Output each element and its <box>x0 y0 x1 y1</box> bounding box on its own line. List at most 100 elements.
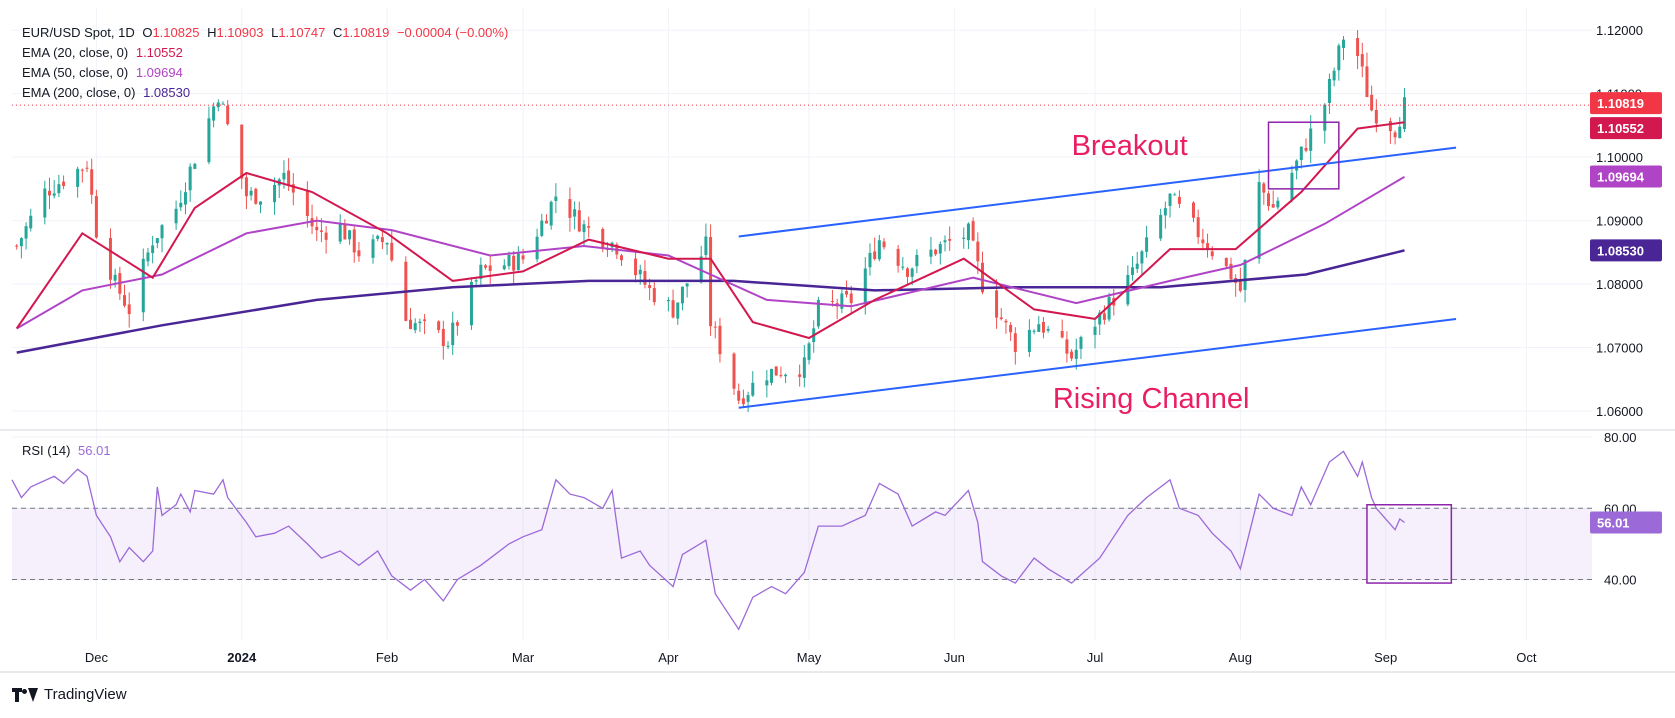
candle-body <box>62 181 66 187</box>
candle-body <box>446 345 450 347</box>
tradingview-branding[interactable]: TradingView <box>12 686 127 703</box>
candle <box>666 297 670 312</box>
candle-body <box>840 293 844 309</box>
candle <box>127 292 131 328</box>
candle <box>502 259 506 271</box>
time-axis[interactable]: Dec 2024 Feb Mar Apr May Jun Jul Aug Sep… <box>85 650 1537 665</box>
time-tick-label: Aug <box>1229 650 1252 665</box>
candle <box>816 296 820 329</box>
rsi-legend[interactable]: RSI (14) 56.01 <box>22 443 115 458</box>
candle <box>929 236 933 265</box>
candle <box>62 175 66 190</box>
candle <box>516 246 520 271</box>
candle-body <box>1299 146 1303 161</box>
candle-body <box>305 190 309 217</box>
svg-text:56.01: 56.01 <box>1597 516 1630 531</box>
candle-body <box>718 325 722 355</box>
candle <box>352 226 356 263</box>
ema20-legend[interactable]: EMA (20, close, 0) 1.10552 <box>22 45 187 60</box>
candle <box>1360 42 1364 78</box>
candle-body <box>741 398 745 405</box>
candle-body <box>1079 337 1083 349</box>
candle-body <box>802 357 806 378</box>
candle <box>882 238 886 250</box>
candle-body <box>554 196 558 201</box>
candle-body <box>1271 204 1275 208</box>
candle <box>174 200 178 230</box>
candle <box>868 243 872 276</box>
candle <box>1262 182 1266 205</box>
price-axis[interactable]: 1.12000 1.11000 1.10000 1.09000 1.08000 … <box>1596 23 1643 419</box>
candle-body <box>915 254 919 267</box>
candle-body <box>193 163 197 169</box>
candle <box>540 213 544 238</box>
svg-text:1.09694: 1.09694 <box>1597 170 1645 185</box>
candle-body <box>713 326 717 328</box>
candle <box>634 252 638 283</box>
breakout-box[interactable] <box>1267 121 1340 190</box>
candle <box>1093 317 1097 349</box>
rising-channel-upper-line[interactable] <box>738 146 1457 238</box>
candle <box>648 278 652 301</box>
candle <box>19 237 23 259</box>
candle <box>938 241 942 265</box>
candle <box>1145 225 1149 258</box>
candle <box>1295 159 1299 180</box>
candle <box>343 219 347 240</box>
candle-body <box>1070 351 1074 359</box>
candle-body <box>676 302 680 319</box>
candle-body <box>418 321 422 324</box>
candle-body <box>648 285 652 289</box>
candle <box>29 208 33 232</box>
rsi-highlight-box[interactable] <box>1366 503 1453 584</box>
candle <box>155 237 159 249</box>
candle-body <box>638 269 642 275</box>
candle-body <box>15 245 19 247</box>
candle-body <box>1201 239 1205 244</box>
candle <box>784 373 788 384</box>
candle-body <box>1337 45 1341 71</box>
ema50-legend[interactable]: EMA (50, close, 0) 1.09694 <box>22 65 187 80</box>
candle <box>338 214 342 244</box>
candle <box>1206 233 1210 258</box>
price-badges: 1.10819 1.10552 1.09694 1.08530 56.01 <box>1590 92 1662 534</box>
candle-body <box>1032 330 1036 332</box>
candle-body <box>1140 251 1144 264</box>
candle-body <box>146 252 150 262</box>
candle-body <box>1041 321 1045 333</box>
candle-body <box>882 241 886 248</box>
candle-body <box>1266 193 1270 207</box>
rising-channel-lower-line[interactable] <box>738 317 1457 409</box>
candle-body <box>1210 251 1214 257</box>
candle-body <box>549 201 553 226</box>
candle <box>216 99 220 112</box>
ema200-legend[interactable]: EMA (200, close, 0) 1.08530 <box>22 85 194 100</box>
candle <box>1370 85 1374 112</box>
candle <box>1037 315 1041 332</box>
rsi-badge: 56.01 <box>1590 511 1662 534</box>
ema200-line <box>16 249 1405 354</box>
candle <box>488 255 492 284</box>
candle <box>376 234 380 242</box>
last-price-badge: 1.10819 <box>1590 92 1662 115</box>
candle-body <box>1229 263 1233 280</box>
candle-body <box>127 304 131 315</box>
candle <box>732 352 736 395</box>
candle <box>273 177 277 215</box>
candle-body <box>1393 132 1397 138</box>
candle-body <box>587 226 591 228</box>
candle <box>948 226 952 251</box>
candle <box>1107 292 1111 322</box>
time-tick-label: Dec <box>85 650 109 665</box>
ohlc-legend[interactable]: EUR/USD Spot, 1D O1.10825 H1.10903 L1.10… <box>22 25 512 40</box>
candle <box>1276 197 1280 210</box>
candle <box>765 369 769 398</box>
candle-body <box>1206 243 1210 251</box>
candle-body <box>1191 202 1195 218</box>
candle <box>1229 257 1233 282</box>
candle <box>737 383 741 405</box>
candle-body <box>29 215 33 229</box>
candle-body <box>1009 324 1013 333</box>
candle <box>751 371 755 397</box>
